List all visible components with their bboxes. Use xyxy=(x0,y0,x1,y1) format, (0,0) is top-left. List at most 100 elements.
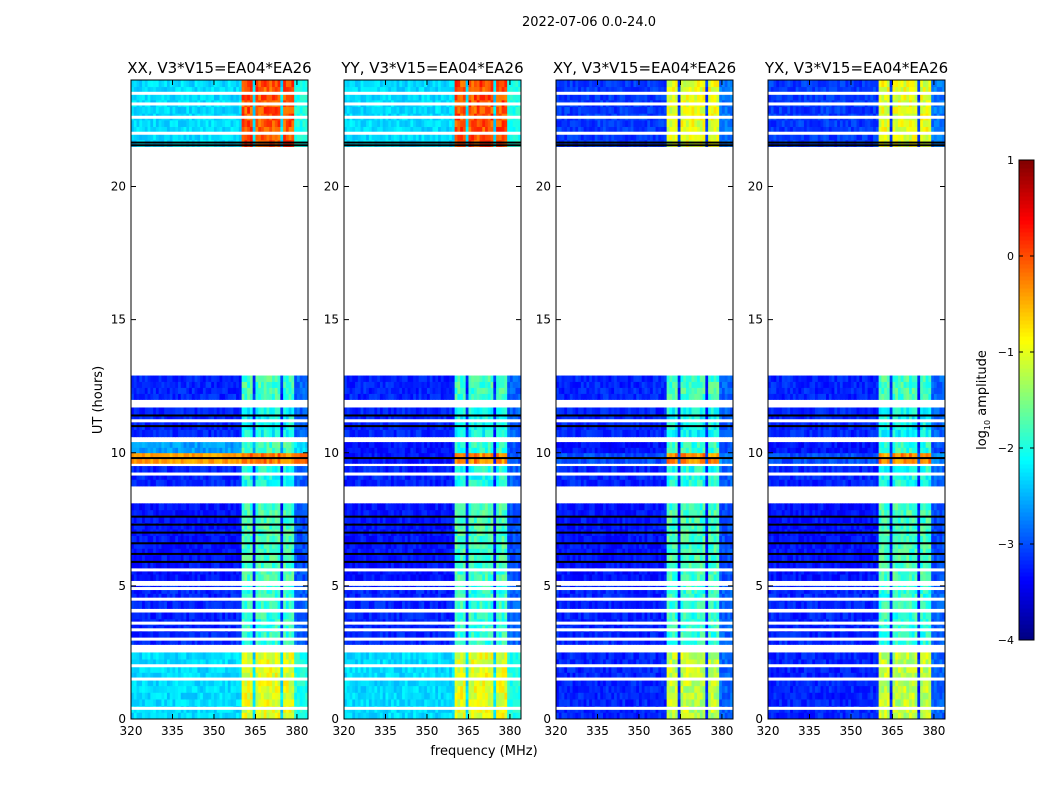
heatmap-cell xyxy=(153,516,157,524)
heatmap-cell xyxy=(244,699,248,707)
heatmap-cell xyxy=(449,631,453,639)
heatmap-cell xyxy=(172,712,176,720)
heatmap-cell xyxy=(305,554,309,562)
heatmap-cell xyxy=(158,133,162,141)
heatmap-cell xyxy=(296,93,301,101)
heatmap-cell xyxy=(153,699,157,707)
heatmap-cell xyxy=(302,541,306,549)
heatmap-cell xyxy=(432,679,436,687)
heatmap-cell xyxy=(404,554,409,562)
heatmap-cell xyxy=(211,652,215,660)
heatmap-cell xyxy=(299,86,303,94)
heatmap-cell xyxy=(166,414,171,423)
heatmap-cell xyxy=(288,429,292,438)
heatmap-cell xyxy=(178,93,182,101)
heatmap-cell xyxy=(291,447,295,454)
heatmap-cell xyxy=(435,574,439,581)
heatmap-cell xyxy=(291,672,295,680)
heatmap-cell xyxy=(249,685,254,693)
heatmap-cell xyxy=(449,554,453,562)
heatmap-cell xyxy=(155,375,160,382)
heatmap-cell xyxy=(142,535,146,543)
heatmap-cell xyxy=(263,612,267,620)
heatmap-cell xyxy=(391,593,395,602)
heatmap-cell xyxy=(366,699,370,707)
heatmap-cell xyxy=(274,106,278,114)
heatmap-cell xyxy=(388,699,392,707)
heatmap-cell xyxy=(166,522,171,530)
heatmap-cell xyxy=(197,466,201,474)
heatmap-cell xyxy=(147,458,151,464)
heatmap-cell xyxy=(509,612,514,620)
heatmap-cell xyxy=(164,516,168,524)
heatmap-cell xyxy=(252,554,256,562)
heatmap-cell xyxy=(266,593,270,602)
heatmap-cell xyxy=(213,593,218,602)
heatmap-cell xyxy=(178,472,182,480)
heatmap-cell xyxy=(269,86,273,94)
heatmap-cell xyxy=(272,106,276,114)
heatmap-cell xyxy=(180,503,184,511)
heatmap-cell xyxy=(260,672,265,680)
heatmap-cell xyxy=(238,522,243,530)
heatmap-cell xyxy=(418,612,422,620)
heatmap-cell xyxy=(435,593,439,602)
heatmap-cell xyxy=(208,712,212,720)
heatmap-cell xyxy=(280,86,284,94)
heatmap-cell xyxy=(518,679,522,687)
heatmap-cell xyxy=(172,665,176,673)
heatmap-cell xyxy=(222,522,226,530)
heatmap-cell xyxy=(144,80,148,88)
heatmap-cell xyxy=(449,672,453,680)
heatmap-cell xyxy=(285,535,290,543)
heatmap-cell xyxy=(180,692,184,700)
heatmap-cell xyxy=(219,447,223,454)
heatmap-cell xyxy=(225,554,229,562)
heatmap-cell xyxy=(244,672,248,680)
heatmap-cell xyxy=(438,612,442,620)
heatmap-cell xyxy=(166,503,171,511)
heatmap-cell xyxy=(208,472,212,480)
heatmap-cell xyxy=(155,593,160,602)
heatmap-cell xyxy=(280,381,284,388)
heatmap-cell xyxy=(432,574,436,581)
heatmap-cell xyxy=(260,414,265,423)
heatmap-cell xyxy=(236,375,240,382)
heatmap-cell xyxy=(139,679,143,687)
heatmap-cell xyxy=(252,612,256,620)
heatmap-cell xyxy=(133,685,137,693)
heatmap-cell xyxy=(352,665,356,673)
heatmap-cell xyxy=(285,631,290,639)
heatmap-cell xyxy=(283,554,287,562)
heatmap-cell xyxy=(424,659,428,667)
heatmap-cell xyxy=(178,509,182,517)
heatmap-cell xyxy=(299,554,303,562)
heatmap-cell xyxy=(371,554,375,562)
heatmap-cell xyxy=(413,638,417,645)
heatmap-cell xyxy=(355,600,359,609)
heatmap-cell xyxy=(166,509,171,517)
heatmap-cell xyxy=(518,672,522,680)
heatmap-cell xyxy=(429,554,433,562)
heatmap-cell xyxy=(391,638,395,645)
heatmap-cell xyxy=(355,685,359,693)
heatmap-cell xyxy=(169,472,173,480)
heatmap-cell xyxy=(180,699,184,707)
heatmap-cell xyxy=(490,699,494,707)
heatmap-cell xyxy=(230,80,234,88)
heatmap-cell xyxy=(451,685,456,693)
flagged-line xyxy=(131,457,308,460)
heatmap-cell xyxy=(288,452,292,459)
heatmap-cell xyxy=(202,600,207,609)
heatmap-cell xyxy=(142,522,146,530)
heatmap-cell xyxy=(147,522,151,530)
heatmap-cell xyxy=(211,561,215,569)
heatmap-cell xyxy=(200,375,204,382)
heatmap-cell xyxy=(296,80,301,88)
heatmap-cell xyxy=(415,685,420,693)
heatmap-cell xyxy=(175,509,179,517)
heatmap-cell xyxy=(197,631,201,639)
heatmap-cell xyxy=(161,659,165,667)
heatmap-cell xyxy=(178,80,182,88)
heatmap-cell xyxy=(233,574,237,581)
